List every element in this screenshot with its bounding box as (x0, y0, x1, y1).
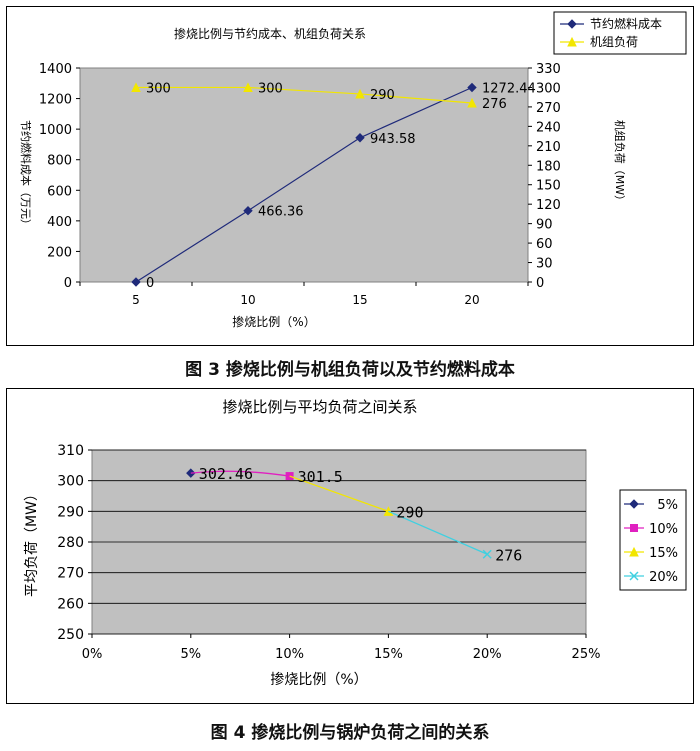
y-right-tick-label: 150 (536, 179, 561, 194)
data-label: 276 (482, 97, 507, 112)
data-label: 1272.44 (482, 81, 536, 96)
x-tick-label: 15 (352, 293, 367, 307)
legend-marker (630, 524, 638, 532)
data-label: 290 (396, 503, 423, 521)
x-tick-label: 15% (374, 647, 403, 662)
legend-marker (567, 19, 577, 29)
y-axis-label: 节约燃料成本（万元） (19, 120, 33, 230)
data-label: 300 (146, 81, 171, 96)
chart-title: 掺烧比例与平均负荷之间关系 (222, 398, 417, 416)
x-tick-label: 5% (180, 647, 201, 662)
y-right-tick-label: 330 (536, 62, 561, 77)
data-label: 290 (370, 88, 395, 103)
y-right-tick-label: 300 (536, 81, 561, 96)
data-label: 301.5 (298, 468, 343, 486)
y-right-tick-label: 270 (536, 101, 561, 116)
figure-4-caption: 图 4 掺烧比例与锅炉负荷之间的关系 (210, 723, 490, 743)
x-tick-label: 25% (572, 647, 601, 662)
data-label: 302.46 (199, 465, 253, 483)
y-tick-label: 300 (57, 474, 84, 490)
figure-3-caption: 图 3 掺烧比例与机组负荷以及节约燃料成本 (185, 360, 515, 380)
figure-4: 掺烧比例与平均负荷之间关系 250 260 270 280 290 300 310 0% 5% 10… (6, 388, 694, 704)
data-point (482, 549, 492, 559)
y-tick-label: 260 (57, 596, 84, 612)
legend-label: 机组负荷 (590, 35, 638, 49)
chart-savings-load: 掺烧比例与节约成本、机组负荷关系020040060080010001200140… (6, 6, 694, 346)
data-point (131, 82, 141, 92)
legend-label: 节约燃料成本 (590, 16, 662, 31)
y-tick-label: 1000 (39, 123, 72, 138)
series-line-1 (135, 86, 473, 283)
data-point (467, 82, 477, 93)
legend-label: 10% (649, 522, 678, 537)
data-label: 943.58 (370, 132, 416, 147)
y-right-tick-label: 180 (536, 159, 561, 174)
y-tick-label: 1400 (39, 62, 72, 77)
y-tick-label: 800 (47, 154, 72, 169)
chart-title: 掺烧比例与节约成本、机组负荷关系 (174, 26, 366, 41)
y-tick-label: 280 (57, 535, 84, 551)
series-line-2 (136, 86, 473, 104)
figure-3: 掺烧比例与节约成本、机组负荷关系 0 200 400 600 800 1000 1200 140… (6, 6, 694, 346)
y-tick-label: 0 (64, 276, 72, 291)
data-point (355, 88, 365, 99)
data-point (131, 277, 141, 287)
y-right-tick-label: 240 (536, 120, 561, 135)
x-tick-label: 20 (464, 293, 479, 307)
y-tick-label: 250 (57, 627, 84, 643)
data-point (355, 133, 365, 143)
series-line-20% (388, 510, 488, 555)
data-point (243, 82, 253, 92)
x-tick-label: 10% (275, 647, 304, 662)
legend-box (553, 11, 687, 55)
y-right-axis-label: 机组负荷（MW） (613, 120, 627, 206)
chart-avg-load: 掺烧比例与平均负荷之间关系 250 260 270 280 290 300 310 0% 5% 10… (6, 388, 694, 704)
data-point (186, 468, 196, 478)
x-axis-label: 掺烧比例（%） (232, 314, 315, 329)
y-tick-label: 400 (47, 215, 72, 230)
legend-label: 20% (649, 570, 678, 585)
data-label: 0 (146, 276, 154, 291)
y-tick-label: 270 (57, 566, 84, 582)
legend-marker (629, 546, 639, 557)
plot-area (79, 67, 529, 283)
series-line-15% (289, 475, 389, 512)
y-tick-label: 600 (47, 184, 72, 199)
y-axis-label: 平均负荷（MW） (24, 487, 40, 597)
data-point (243, 206, 253, 216)
data-point (467, 97, 477, 108)
y-tick-label: 1200 (39, 93, 72, 108)
data-label: 466.36 (258, 205, 304, 220)
y-right-tick-label: 60 (536, 237, 553, 252)
y-right-tick-label: 90 (536, 218, 553, 233)
legend-label: 15% (649, 546, 678, 561)
data-label: 300 (258, 81, 283, 96)
data-point (285, 472, 294, 481)
x-tick-label: 10 (240, 293, 255, 307)
legend-label: 5% (657, 498, 678, 513)
series-line-10% (190, 470, 290, 477)
x-axis-label: 掺烧比例（%） (270, 671, 367, 688)
y-right-tick-label: 120 (536, 198, 561, 213)
y-tick-label: 310 (57, 443, 84, 459)
legend-marker (629, 499, 639, 509)
y-tick-label: 290 (57, 504, 84, 520)
y-right-tick-label: 210 (536, 140, 561, 155)
x-tick-label: 20% (473, 647, 502, 662)
data-label: 276 (495, 546, 522, 564)
legend-marker (567, 36, 577, 47)
y-right-tick-label: 0 (536, 276, 544, 291)
y-right-tick-label: 30 (536, 257, 553, 272)
x-tick-label: 0% (82, 647, 103, 662)
x-tick-label: 5 (132, 293, 140, 307)
legend-marker (629, 571, 639, 581)
y-tick-label: 200 (47, 245, 72, 260)
